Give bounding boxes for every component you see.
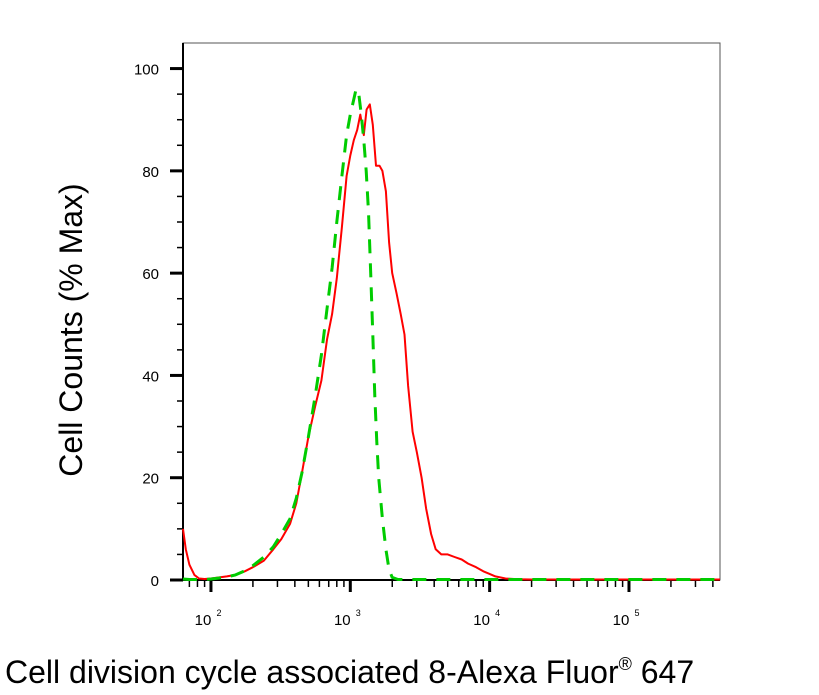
y-tick-label: 40 (142, 368, 159, 385)
control-histogram-line (182, 87, 720, 581)
x-tick-label-exponent: 5 (634, 608, 639, 618)
y-tick-label: 20 (142, 471, 159, 488)
x-tick-label-exponent: 4 (495, 608, 500, 618)
x-axis-title: Cell division cycle associated 8-Alexa F… (5, 654, 694, 690)
series-layer (182, 87, 720, 581)
y-tick-label: 60 (142, 266, 159, 283)
x-tick-label-exponent: 2 (216, 608, 221, 618)
y-tick-label: 0 (151, 573, 159, 590)
x-tick-label: 10 (334, 612, 351, 629)
y-tick-label: 100 (134, 62, 159, 79)
y-axis-ticks: 0 20 40 60 80 100 (134, 62, 183, 590)
x-axis-ticks: 10 2 10 3 10 4 10 5 (188, 580, 714, 629)
y-tick-label: 80 (142, 164, 159, 181)
x-axis-title-suffix: 647 (632, 654, 694, 690)
x-axis-title-main: Cell division cycle associated 8-Alexa F… (5, 654, 619, 690)
plot-frame (182, 42, 721, 581)
x-axis-title-registered-mark: ® (619, 654, 632, 674)
x-tick-label: 10 (613, 612, 630, 629)
y-axis-title: Cell Counts (% Max) (53, 183, 89, 476)
x-tick-label: 10 (473, 612, 490, 629)
x-tick-label: 10 (195, 612, 212, 629)
x-tick-label-exponent: 3 (356, 608, 361, 618)
